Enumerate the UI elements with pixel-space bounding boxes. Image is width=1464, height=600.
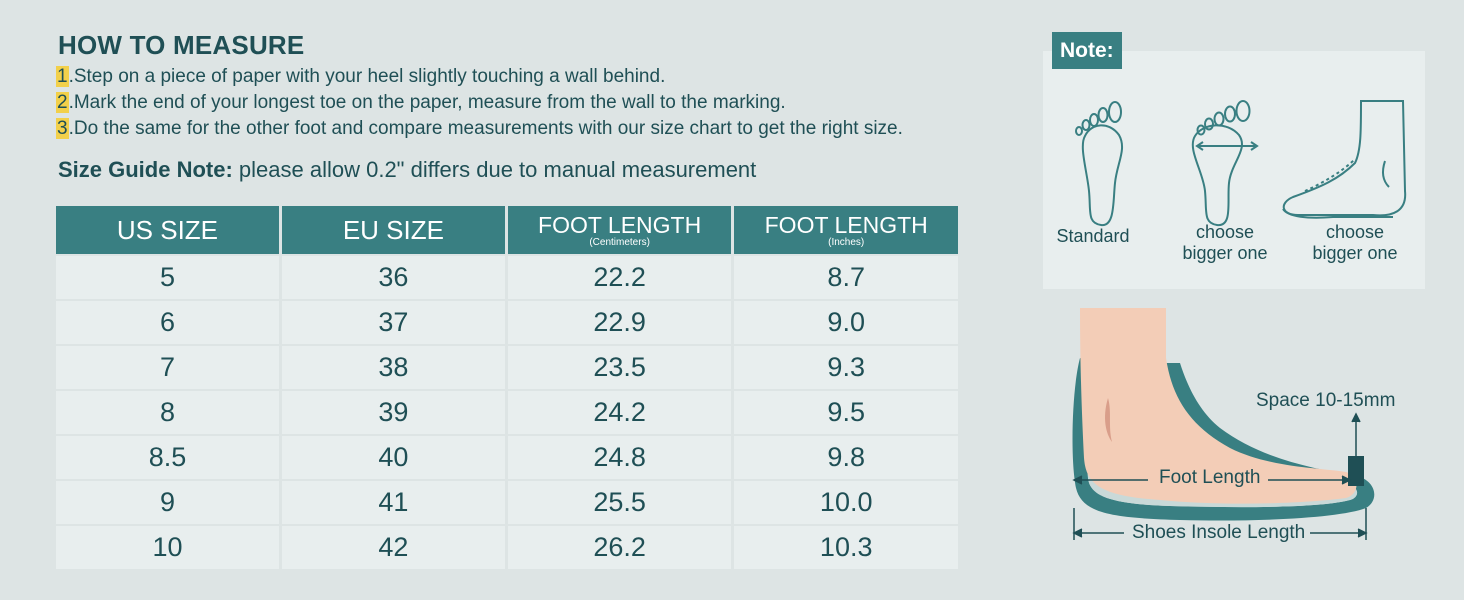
header-label: FOOT LENGTH: [538, 211, 702, 238]
table-cell: 6: [56, 301, 279, 346]
table-cell: 24.2: [507, 391, 732, 436]
insole-length-label: Shoes Insole Length: [1132, 522, 1306, 543]
table-cell: 7: [56, 346, 279, 391]
standard-foot-icon: [1075, 101, 1124, 226]
header-foot-length-cm: FOOT LENGTH (Centimeters): [507, 206, 732, 256]
table-cell: 24.8: [507, 436, 732, 481]
header-label: FOOT LENGTH: [764, 211, 928, 238]
table-row: 5 36 22.2 8.7: [56, 256, 958, 301]
table-cell: 22.9: [507, 301, 732, 346]
table-cell: 40: [281, 436, 505, 481]
page-title: HOW TO MEASURE: [58, 30, 305, 60]
step-2: 2.Mark the end of your longest toe on th…: [56, 90, 903, 116]
step-3: 3.Do the same for the other foot and com…: [56, 116, 903, 142]
table-cell: 10: [56, 526, 279, 571]
table-cell: 10.0: [734, 481, 958, 526]
shoe-fit-diagram: [1072, 308, 1375, 540]
measure-steps: 1.Step on a piece of paper with your hee…: [56, 64, 903, 142]
table-row: 6 37 22.9 9.0: [56, 301, 958, 346]
note-panel: [1043, 51, 1425, 289]
label-line: bigger one: [1312, 243, 1398, 263]
table-cell: 10.3: [734, 526, 958, 571]
step-number: 1: [56, 66, 69, 87]
standard-label: Standard: [1056, 226, 1130, 246]
table-cell: 38: [281, 346, 505, 391]
table-cell: 39: [281, 391, 505, 436]
table-cell: 41: [281, 481, 505, 526]
table-cell: 9.3: [734, 346, 958, 391]
size-chart-table: US SIZE EU SIZE FOOT LENGTH (Centimeters)…: [53, 206, 961, 571]
header-eu-size: EU SIZE: [281, 206, 505, 256]
table-cell: 9.0: [734, 301, 958, 346]
table-cell: 22.2: [507, 256, 732, 301]
table-row: 8 39 24.2 9.5: [56, 391, 958, 436]
note-tag: Note:: [1052, 32, 1122, 69]
table-cell: 36: [281, 256, 505, 301]
size-guide-note: Size Guide Note: please allow 0.2" diffe…: [58, 157, 756, 183]
foot-length-label: Foot Length: [1159, 467, 1261, 488]
wide-foot-icon: [1191, 100, 1259, 227]
step-1: 1.Step on a piece of paper with your hee…: [56, 64, 903, 90]
table-row: 9 41 25.5 10.0: [56, 481, 958, 526]
table-cell: 8.5: [56, 436, 279, 481]
foot-shape-icons: [1075, 100, 1407, 227]
size-guide-label: Size Guide Note:: [58, 157, 233, 182]
step-text: .Do the same for the other foot and comp…: [68, 118, 903, 139]
table-cell: 9.5: [734, 391, 958, 436]
space-label: Space 10-15mm: [1256, 390, 1396, 411]
table-row: 7 38 23.5 9.3: [56, 346, 958, 391]
size-guide-text: please allow 0.2" differs due to manual …: [232, 157, 757, 182]
table-row: 10 42 26.2 10.3: [56, 526, 958, 571]
table-cell: 25.5: [507, 481, 732, 526]
header-foot-length-in: FOOT LENGTH (Inches): [734, 206, 958, 256]
table-cell: 9.8: [734, 436, 958, 481]
table-cell: 23.5: [507, 346, 732, 391]
header-unit: (Centimeters): [589, 236, 650, 248]
high-instep-label: choose bigger one: [1300, 222, 1410, 264]
table-cell: 42: [281, 526, 505, 571]
step-text: .Step on a piece of paper with your heel…: [68, 66, 666, 87]
table-cell: 5: [56, 256, 279, 301]
table-row: 8.5 40 24.8 9.8: [56, 436, 958, 481]
foot-icon: [1080, 308, 1357, 504]
header-us-size: US SIZE: [56, 206, 279, 256]
label-line: choose: [1195, 222, 1255, 242]
step-number: 3: [56, 118, 69, 139]
wide-foot-label: choose bigger one: [1170, 222, 1280, 264]
label-line: choose: [1325, 222, 1385, 242]
header-label: EU SIZE: [342, 214, 444, 245]
table-cell: 37: [281, 301, 505, 346]
step-text: .Mark the end of your longest toe on the…: [68, 92, 786, 113]
label-line: bigger one: [1182, 243, 1268, 263]
high-instep-foot-icon: [1282, 100, 1407, 219]
table-cell: 26.2: [507, 526, 732, 571]
header-label: US SIZE: [116, 214, 219, 245]
step-number: 2: [56, 92, 69, 113]
toe-space-marker: [1348, 456, 1364, 486]
table-header-row: US SIZE EU SIZE FOOT LENGTH (Centimeters)…: [56, 206, 958, 256]
table-cell: 9: [56, 481, 279, 526]
ankle-vein-icon: [1105, 398, 1112, 442]
header-unit: (Inches): [828, 236, 865, 248]
table-cell: 8.7: [734, 256, 958, 301]
table-cell: 8: [56, 391, 279, 436]
